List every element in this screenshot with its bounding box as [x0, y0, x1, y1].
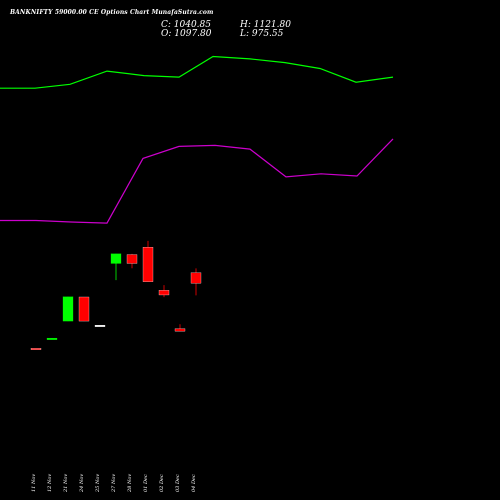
candle: [158, 285, 170, 298]
candle-body: [174, 328, 186, 332]
candle-body: [62, 296, 74, 322]
x-tick-label: 25 Nov: [95, 474, 101, 493]
indicator-line-1: [0, 55, 394, 89]
x-tick-label: 24 Nov: [79, 474, 85, 493]
x-tick-label: 21 Nov: [63, 474, 69, 493]
close-value: C: 1040.85: [161, 20, 211, 30]
x-tick-label: 01 Dec: [143, 474, 149, 492]
candle: [62, 296, 74, 322]
candle-body: [78, 296, 90, 322]
candle: [174, 324, 186, 332]
candle: [94, 325, 106, 327]
chart-title: BANKNIFTY 59000.00 CE Options Chart Muna…: [10, 9, 214, 16]
candle-body: [46, 337, 58, 340]
candle-body: [110, 253, 122, 264]
candle: [78, 296, 90, 322]
candle-body: [30, 348, 42, 350]
candle: [126, 253, 138, 269]
candle-body: [158, 290, 170, 296]
candle: [30, 348, 42, 350]
x-tick-label: 28 Nov: [127, 474, 133, 493]
x-axis-tick-labels: 11 Nov 12 Nov 21 Nov 24 Nov 25 Nov 27 Nov 28 N…: [31, 474, 197, 493]
low-value: L: 975.55: [240, 29, 284, 39]
candle: [110, 253, 122, 281]
candles: [30, 240, 202, 350]
x-tick-label: 02 Dec: [159, 474, 165, 492]
open-value: O: 1097.80: [161, 29, 212, 39]
candle: [46, 337, 58, 340]
x-tick-label: 04 Dec: [191, 474, 197, 492]
candle: [190, 268, 202, 296]
x-tick-label: 11 Nov: [31, 474, 37, 492]
x-tick-label: 12 Nov: [47, 474, 53, 492]
indicator-line-2: [0, 138, 394, 224]
x-tick-label: 03 Dec: [175, 474, 181, 492]
candle-body: [142, 247, 154, 282]
candle-body: [94, 325, 106, 327]
moving-average-lines: [0, 55, 394, 224]
high-value: H: 1121.80: [240, 20, 291, 30]
candle: [142, 240, 154, 282]
candle-body: [190, 272, 202, 284]
candle-body: [126, 254, 138, 264]
x-tick-label: 27 Nov: [111, 474, 117, 493]
